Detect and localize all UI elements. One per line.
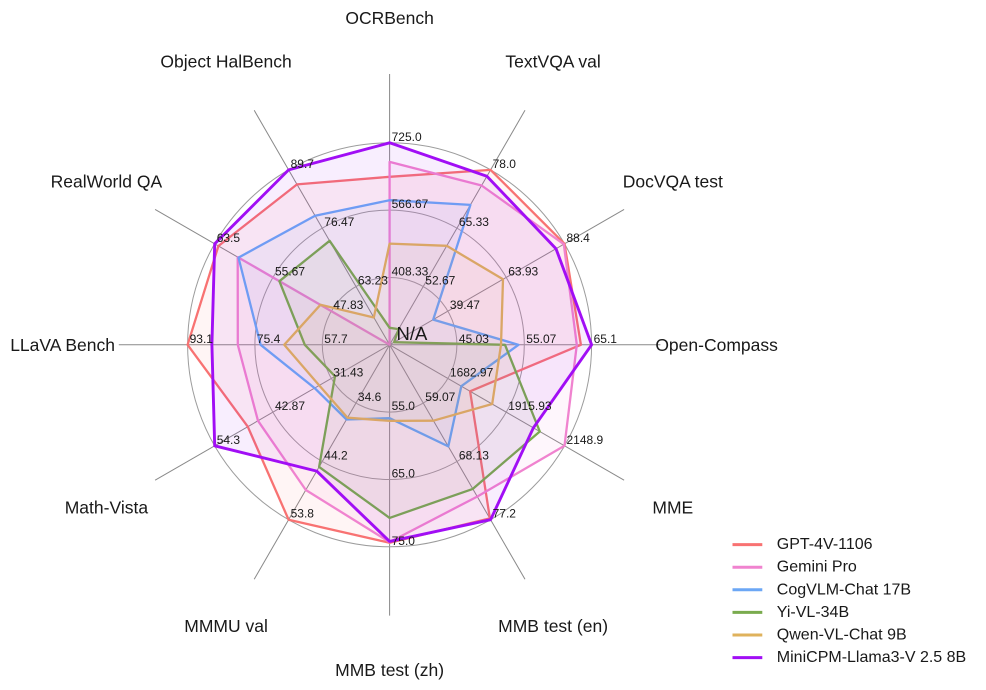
svg-text:54.3: 54.3 — [217, 433, 241, 447]
svg-text:63.5: 63.5 — [217, 231, 241, 245]
svg-text:76.47: 76.47 — [324, 215, 354, 229]
svg-text:MMB test (zh): MMB test (zh) — [335, 660, 444, 680]
svg-text:55.67: 55.67 — [275, 265, 305, 279]
svg-text:2148.9: 2148.9 — [567, 433, 604, 447]
svg-text:Open-Compass: Open-Compass — [655, 335, 778, 355]
svg-text:68.13: 68.13 — [459, 448, 489, 462]
svg-text:65.1: 65.1 — [594, 332, 618, 346]
svg-text:63.93: 63.93 — [508, 265, 538, 279]
svg-text:RealWorld QA: RealWorld QA — [51, 171, 163, 191]
svg-text:45.03: 45.03 — [459, 332, 489, 346]
svg-text:55.07: 55.07 — [526, 332, 556, 346]
svg-text:TextVQA val: TextVQA val — [505, 52, 600, 72]
svg-text:CogVLM-Chat 17B: CogVLM-Chat 17B — [777, 581, 911, 598]
svg-text:57.7: 57.7 — [324, 332, 348, 346]
svg-text:Object HalBench: Object HalBench — [160, 52, 291, 72]
svg-text:47.83: 47.83 — [333, 298, 363, 312]
svg-text:1682.97: 1682.97 — [450, 366, 494, 380]
svg-text:725.0: 725.0 — [392, 130, 422, 144]
svg-text:52.67: 52.67 — [425, 274, 455, 288]
svg-text:DocVQA test: DocVQA test — [623, 171, 723, 191]
svg-text:LLaVA Bench: LLaVA Bench — [10, 335, 115, 355]
svg-text:OCRBench: OCRBench — [345, 8, 434, 28]
svg-text:Yi-VL-34B: Yi-VL-34B — [777, 604, 849, 621]
svg-text:MiniCPM-Llama3-V 2.5 8B: MiniCPM-Llama3-V 2.5 8B — [777, 649, 966, 666]
svg-text:59.07: 59.07 — [425, 390, 455, 404]
svg-text:MMMU val: MMMU val — [184, 616, 268, 636]
svg-text:65.0: 65.0 — [392, 467, 416, 481]
svg-text:Gemini Pro: Gemini Pro — [777, 559, 857, 576]
svg-text:53.8: 53.8 — [291, 507, 315, 521]
svg-text:GPT-4V-1106: GPT-4V-1106 — [777, 536, 873, 553]
svg-text:N/A: N/A — [397, 323, 429, 344]
svg-text:Math-Vista: Math-Vista — [65, 497, 149, 517]
svg-text:39.47: 39.47 — [450, 298, 480, 312]
svg-text:77.2: 77.2 — [493, 507, 517, 521]
svg-text:89.7: 89.7 — [291, 157, 315, 171]
svg-text:MME: MME — [652, 497, 693, 517]
svg-text:93.1: 93.1 — [190, 332, 214, 346]
svg-text:34.6: 34.6 — [358, 390, 382, 404]
svg-text:78.0: 78.0 — [493, 157, 517, 171]
svg-text:88.4: 88.4 — [567, 231, 591, 245]
svg-text:55.0: 55.0 — [392, 399, 416, 413]
svg-text:566.67: 566.67 — [392, 197, 429, 211]
svg-text:42.87: 42.87 — [275, 399, 305, 413]
svg-text:75.4: 75.4 — [257, 332, 281, 346]
svg-text:1915.93: 1915.93 — [508, 399, 552, 413]
svg-text:65.33: 65.33 — [459, 215, 489, 229]
svg-text:63.23: 63.23 — [358, 274, 388, 288]
svg-text:31.43: 31.43 — [333, 366, 363, 380]
svg-text:75.0: 75.0 — [392, 534, 416, 548]
svg-text:44.2: 44.2 — [324, 448, 348, 462]
svg-text:Qwen-VL-Chat 9B: Qwen-VL-Chat 9B — [777, 627, 907, 644]
svg-text:408.33: 408.33 — [392, 265, 429, 279]
svg-text:MMB test (en): MMB test (en) — [498, 616, 608, 636]
